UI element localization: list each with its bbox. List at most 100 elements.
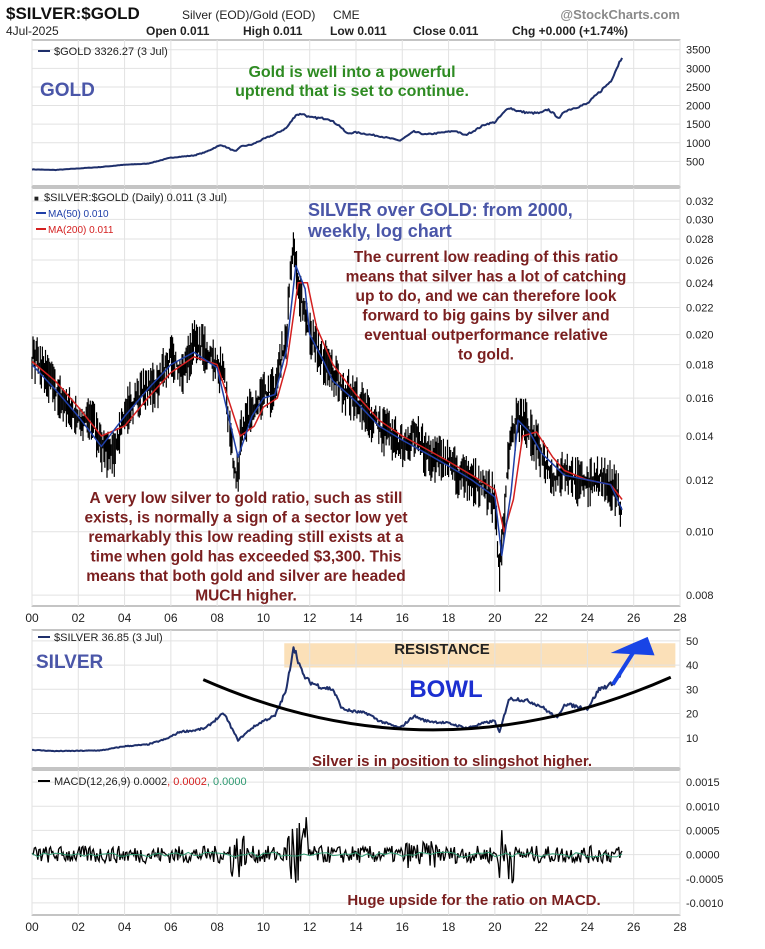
- silver-ytick-label: 40: [686, 660, 698, 672]
- ratio-xtick-label: 24: [581, 611, 595, 625]
- gold-ytick-label: 1500: [686, 119, 710, 131]
- silver-ytick-label: 10: [686, 733, 698, 745]
- ma200-line: [31, 282, 623, 533]
- macd-xtick-label: 10: [257, 920, 271, 934]
- macd-legend-part: , 0.0002: [167, 776, 207, 788]
- ratio-ytick-label: 0.016: [686, 393, 714, 405]
- ratio-ytick-label: 0.010: [686, 527, 714, 539]
- macd-xtick-label: 26: [627, 920, 641, 934]
- close-value: Close 0.011: [413, 24, 479, 38]
- macd-legend-part: MACD(12,26,9) 0.0002: [54, 776, 167, 788]
- macd-ytick-label: 0.0015: [686, 777, 720, 789]
- ratio-low-note-line: means that both gold and silver are head…: [86, 568, 406, 585]
- ratio-ytick-label: 0.022: [686, 303, 714, 315]
- macd-xtick-label: 16: [396, 920, 410, 934]
- ratio-legend-label: $SILVER:$GOLD (Daily) 0.011 (3 Jul): [44, 192, 227, 204]
- upside-arrow-shaft: [611, 647, 638, 686]
- ratio-xtick-label: 00: [25, 611, 39, 625]
- stockcharts-watermark: @StockCharts.com: [560, 7, 680, 22]
- macd-line: [31, 817, 623, 884]
- ratio-title-line: SILVER over GOLD: from 2000,: [308, 200, 573, 220]
- ratio-ytick-label: 0.024: [686, 278, 714, 290]
- gold-note-line: uptrend that is set to continue.: [235, 83, 469, 100]
- ratio-xtick-label: 10: [257, 611, 271, 625]
- macd-xtick-label: 20: [488, 920, 502, 934]
- silver-price-line: [32, 646, 623, 753]
- macd-xtick-label: 18: [442, 920, 456, 934]
- silver-ytick-label: 30: [686, 684, 698, 696]
- ratio-xtick-label: 12: [303, 611, 317, 625]
- ratio-xtick-label: 18: [442, 611, 456, 625]
- macd-legend-label: MACD(12,26,9) 0.0002, 0.0002, 0.0000: [54, 776, 247, 788]
- macd-ytick-label: 0.0000: [686, 850, 720, 862]
- ratio-low-note-line: A very low silver to gold ratio, such as…: [90, 490, 403, 507]
- bowl-label: BOWL: [409, 676, 482, 703]
- ratio-xtick-label: 04: [118, 611, 132, 625]
- gold-price-line: [31, 57, 624, 172]
- gold-ytick-label: 500: [686, 156, 704, 168]
- ratio-low-note-line: exists, is normally a sign of a sector l…: [84, 510, 407, 527]
- ratio-low-note-line: remarkably this low reading still exists…: [88, 529, 404, 546]
- ratio-xtick-label: 08: [210, 611, 224, 625]
- gold-legend-label: $GOLD 3326.27 (3 Jul): [54, 46, 168, 58]
- gold-ytick-label: 2500: [686, 82, 710, 94]
- silver-legend-label: $SILVER 36.85 (3 Jul): [54, 632, 163, 644]
- macd-signal-line: [31, 851, 623, 858]
- macd-ytick-label: -0.0010: [686, 898, 723, 910]
- ratio-xtick-label: 06: [164, 611, 178, 625]
- macd-ytick-label: 0.0005: [686, 825, 720, 837]
- ratio-low-note-line: time when gold has exceeded $3,300. This: [91, 549, 402, 566]
- change-value: Chg +0.000 (+1.74%): [512, 24, 628, 38]
- macd-xtick-label: 08: [210, 920, 224, 934]
- macd-note: Huge upside for the ratio on MACD.: [347, 892, 600, 909]
- exchange-label: CME: [333, 8, 360, 22]
- ratio-note-line: to gold.: [458, 347, 514, 364]
- macd-ytick-label: 0.0010: [686, 801, 720, 813]
- macd-xtick-label: 06: [164, 920, 178, 934]
- ratio-note-line: eventual outperformance relative: [364, 327, 608, 344]
- ratio-ytick-label: 0.012: [686, 475, 714, 487]
- ratio-ytick-label: 0.030: [686, 214, 714, 226]
- chart-date: 4Jul-2025: [6, 24, 59, 38]
- resistance-label: RESISTANCE: [394, 641, 490, 658]
- silver-annotation-label: SILVER: [36, 652, 103, 673]
- gold-ytick-label: 2000: [686, 101, 710, 113]
- ratio-title-line: weekly, log chart: [307, 221, 452, 241]
- ratio-xtick-label: 22: [534, 611, 548, 625]
- resistance-band: [284, 643, 676, 668]
- upside-arrow-head: [610, 636, 655, 656]
- ratio-ytick-label: 0.018: [686, 360, 714, 372]
- bowl-curve: [202, 675, 672, 732]
- ratio-ytick-label: 0.026: [686, 255, 714, 267]
- ratio-ytick-label: 0.032: [686, 196, 714, 208]
- ratio-xtick-label: 20: [488, 611, 502, 625]
- gold-ytick-label: 3500: [686, 45, 710, 57]
- ratio-xtick-label: 16: [396, 611, 410, 625]
- macd-xtick-label: 22: [534, 920, 548, 934]
- macd-ytick-label: -0.0005: [686, 874, 723, 886]
- ma50-line: [31, 264, 623, 557]
- ratio-note-line: forward to big gains by silver and: [362, 308, 609, 325]
- macd-xtick-label: 28: [673, 920, 687, 934]
- symbol-description: Silver (EOD)/Gold (EOD): [182, 8, 315, 22]
- macd-xtick-label: 14: [349, 920, 363, 934]
- silver-ytick-label: 20: [686, 709, 698, 721]
- gold-note-line: Gold is well into a powerful: [248, 64, 455, 81]
- gold-ytick-label: 1000: [686, 138, 710, 150]
- ratio-ytick-label: 0.014: [686, 431, 714, 443]
- ratio-xtick-label: 28: [673, 611, 687, 625]
- ratio-low-note-line: MUCH higher.: [195, 588, 297, 605]
- symbol-title: $SILVER:$GOLD: [6, 4, 140, 23]
- gold-annotation-label: GOLD: [40, 80, 95, 101]
- ratio-note-line: up to do, and we can therefore look: [356, 288, 617, 305]
- high-value: High 0.011: [243, 24, 303, 38]
- macd-xtick-label: 04: [118, 920, 132, 934]
- low-value: Low 0.011: [330, 24, 387, 38]
- ma50-legend-label: MA(50) 0.010: [48, 209, 109, 220]
- macd-xtick-label: 24: [581, 920, 595, 934]
- macd-legend-part: , 0.0000: [207, 776, 247, 788]
- ratio-note-line: The current low reading of this ratio: [354, 249, 618, 266]
- ratio-xtick-label: 14: [349, 611, 363, 625]
